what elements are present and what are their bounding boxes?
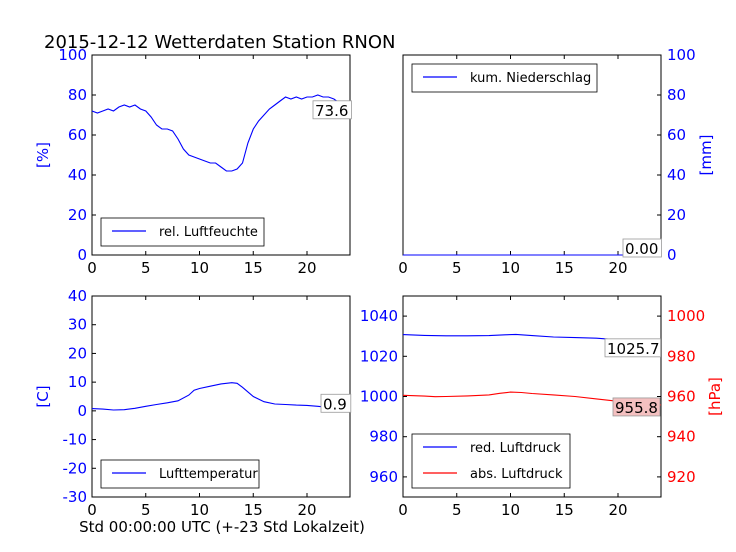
legend-box <box>100 217 265 247</box>
y-tick-label: 960 <box>369 468 398 486</box>
x-tick-label: 5 <box>452 259 462 277</box>
chart-precipitation: 0 5 10 15 20 0 20 40 60 80 100 [mm] 0.00 kum. Nieders… <box>398 46 715 277</box>
y-tick-label: 30 <box>68 316 87 334</box>
current-value-label-abs-luftdruck-box <box>612 397 661 417</box>
x-tick-label: 5 <box>452 501 462 519</box>
legend-box <box>411 63 598 93</box>
current-value-label-red-luftdruck: 1025.7 <box>607 340 660 358</box>
legend-label: kum. Niederschlag <box>470 71 591 86</box>
y-tick-label: 80 <box>68 86 87 104</box>
series-line-lufttemperatur <box>91 382 351 411</box>
x-tick-label: 15 <box>555 501 574 519</box>
series-line-abs--luftdruck <box>402 391 662 406</box>
y-tick-label: -20 <box>63 459 88 477</box>
x-tick-label: 15 <box>555 259 574 277</box>
x-tick-label: 10 <box>501 501 520 519</box>
x-tick-label: 0 <box>398 259 408 277</box>
y-axis-label: [mm] <box>697 135 715 176</box>
y-right-tick-label: 1000 <box>667 307 705 325</box>
y-right-tick-label: 980 <box>667 347 696 365</box>
y-tick-label: 40 <box>68 166 87 184</box>
x-tick-label: 20 <box>608 259 627 277</box>
y-tick-label: -30 <box>63 488 88 506</box>
series-line-rel--luftfeuchte <box>91 94 351 172</box>
current-value-label-box <box>320 393 352 413</box>
y-tick-label: 0 <box>77 402 87 420</box>
legend-label: Lufttemperatur <box>159 467 258 482</box>
y-tick-label: 1040 <box>360 307 398 325</box>
y-tick-label: 40 <box>68 287 87 305</box>
y-tick-label: 20 <box>68 206 87 224</box>
x-tick-label: 5 <box>141 259 151 277</box>
y-tick-label: 60 <box>68 126 87 144</box>
current-value-label-box <box>312 100 352 120</box>
x-tick-label: 10 <box>501 259 520 277</box>
y-tick-label: 20 <box>68 344 87 362</box>
y-axis-label: [C] <box>34 385 52 407</box>
y-tick-label: 40 <box>667 166 686 184</box>
x-tick-label: 0 <box>87 259 97 277</box>
x-tick-label: 20 <box>297 501 316 519</box>
x-tick-label: 10 <box>190 501 209 519</box>
y-tick-label: 1020 <box>360 347 398 365</box>
current-value-label-abs-luftdruck: 955.8 <box>615 399 658 417</box>
current-value-label-red-luftdruck-box <box>604 338 661 358</box>
legend-label: abs. Luftdruck <box>470 467 563 482</box>
y-tick-label: 100 <box>667 46 696 64</box>
x-tick-label: 5 <box>141 501 151 519</box>
y-tick-label: 980 <box>369 428 398 446</box>
y-axis-label: [%] <box>34 142 52 168</box>
legend-label: rel. Luftfeuchte <box>159 225 258 240</box>
y-tick-label: 60 <box>667 126 686 144</box>
current-value-label: 0.9 <box>323 395 347 413</box>
x-tick-label: 15 <box>244 501 263 519</box>
x-tick-label: 0 <box>398 501 408 519</box>
current-value-label-box <box>622 238 662 258</box>
y-right-tick-label: 940 <box>667 428 696 446</box>
y-tick-label: 100 <box>58 46 87 64</box>
x-axis-label: Std 00:00:00 UTC (+-23 Std Lokalzeit) <box>79 518 365 536</box>
x-tick-label: 15 <box>244 259 263 277</box>
x-tick-label: 10 <box>190 259 209 277</box>
legend-box <box>411 433 571 489</box>
chart-humidity: 0 5 10 15 20 0 20 40 60 80 100 [%] 73.6 rel. Luftfeuc… <box>34 46 352 277</box>
x-tick-label: 0 <box>87 501 97 519</box>
legend-label: red. Luftdruck <box>470 441 561 456</box>
y-tick-label: 20 <box>667 206 686 224</box>
y-tick-label: 10 <box>68 373 87 391</box>
y-tick-label: 0 <box>77 246 87 264</box>
page-title: 2015-12-12 Wetterdaten Station RNON <box>44 32 395 53</box>
chart-temperature: 0 5 10 15 20 -30 -20 -10 0 10 20 30 40 [C] 0.9 Lufttemp… <box>34 287 352 519</box>
chart-pressure: 0 5 10 15 20 960 980 1000 1020 1040 920 940 960 980 10… <box>360 295 724 519</box>
y-right-tick-label: 960 <box>667 388 696 406</box>
y-tick-label: 1000 <box>360 388 398 406</box>
y-tick-label: -10 <box>63 431 88 449</box>
current-value-label: 73.6 <box>315 102 348 120</box>
x-tick-label: 20 <box>608 501 627 519</box>
legend-box <box>100 459 260 489</box>
y-right-axis-label: [hPa] <box>706 377 724 416</box>
y-tick-label: 0 <box>667 246 677 264</box>
y-right-tick-label: 920 <box>667 468 696 486</box>
current-value-label: 0.00 <box>625 240 658 258</box>
x-tick-label: 20 <box>297 259 316 277</box>
y-tick-label: 80 <box>667 86 686 104</box>
